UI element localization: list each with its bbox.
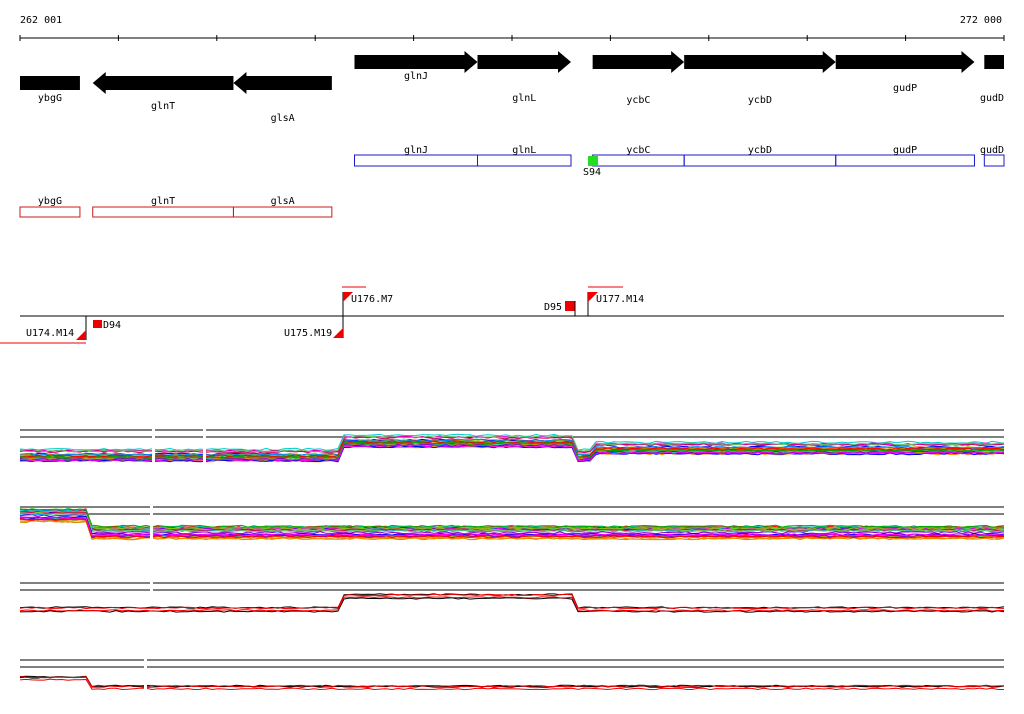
gene-arrow-ycbD[interactable] bbox=[684, 51, 836, 73]
gene-box-label-glnJ: glnJ bbox=[404, 145, 428, 156]
gene-arrow-ybgG[interactable] bbox=[20, 76, 80, 90]
annotation-u175[interactable]: U175.M19 bbox=[284, 316, 344, 339]
gene-box-label-ycbD: ycbD bbox=[748, 145, 772, 156]
gene-arrow-glnL[interactable] bbox=[477, 51, 571, 73]
reverse-gene-boxes: ybgG glnT glsA bbox=[19, 196, 333, 218]
annotation-u174[interactable]: U174.M14 bbox=[0, 316, 87, 344]
gene-box-ycbD[interactable] bbox=[683, 154, 837, 167]
signal-trace bbox=[19, 516, 1005, 537]
signal-trace bbox=[19, 518, 1005, 539]
gene-box-glnT[interactable] bbox=[92, 206, 234, 218]
annotation-u177-label: U177.M14 bbox=[596, 294, 644, 305]
track-gap bbox=[150, 578, 153, 598]
signal-trace bbox=[19, 678, 1004, 691]
gene-box-label-gudP: gudP bbox=[893, 145, 917, 156]
signal-trace bbox=[19, 675, 1005, 688]
annotation-u175-label: U175.M19 bbox=[284, 328, 332, 339]
annotation-track: U174.M14 D94 U175.M19 U176.M7 D95 bbox=[0, 286, 1004, 344]
ruler-start-label: 262 001 bbox=[20, 15, 62, 26]
gene-arrow-ycbC[interactable] bbox=[592, 51, 685, 73]
green-marker[interactable]: S94 bbox=[583, 156, 601, 178]
annotation-d95[interactable]: D95 bbox=[544, 301, 576, 316]
signal-track-2 bbox=[19, 500, 1005, 545]
signal-track-4 bbox=[19, 655, 1005, 695]
signal-trace bbox=[20, 444, 1005, 462]
signal-trace bbox=[19, 596, 1004, 612]
signal-trace bbox=[19, 441, 1005, 459]
signal-track-3 bbox=[19, 578, 1005, 613]
coordinate-ruler: 262 001 272 000 bbox=[19, 15, 1005, 41]
forward-gene-arrows: glnJ glnL ycbC ycbD gudP gudD bbox=[354, 51, 1004, 106]
signal-trace bbox=[19, 512, 1005, 533]
annotation-u177-flag bbox=[588, 292, 598, 302]
gene-label-glnJ: glnJ bbox=[404, 71, 428, 82]
green-marker-label: S94 bbox=[583, 167, 601, 178]
track-gap bbox=[150, 500, 153, 545]
gene-box-glnL[interactable] bbox=[477, 154, 572, 167]
gene-box-label-gudD: gudD bbox=[980, 145, 1004, 156]
track-gap bbox=[144, 655, 147, 695]
gene-box-label-glsA: glsA bbox=[271, 196, 295, 207]
gene-box-label-glnT: glnT bbox=[151, 196, 175, 207]
annotation-d94-box bbox=[93, 320, 102, 328]
gene-label-glnT: glnT bbox=[151, 101, 175, 112]
reverse-gene-arrows: ybgG glnT glsA bbox=[20, 72, 332, 124]
gene-arrow-gudP[interactable] bbox=[835, 51, 975, 73]
signal-trace bbox=[19, 508, 1005, 529]
gene-box-gudD[interactable] bbox=[983, 154, 1005, 167]
gene-label-ycbC: ycbC bbox=[626, 95, 650, 106]
gene-arrow-glnT[interactable] bbox=[92, 72, 234, 94]
signal-trace bbox=[19, 435, 1005, 453]
signal-track-1 bbox=[19, 425, 1005, 465]
signal-trace bbox=[19, 593, 1005, 610]
signal-trace bbox=[19, 597, 1005, 613]
gene-label-gudP: gudP bbox=[893, 83, 917, 94]
annotation-d94[interactable]: D94 bbox=[93, 320, 121, 331]
track-gap bbox=[152, 425, 155, 465]
ruler-end-label: 272 000 bbox=[960, 15, 1002, 26]
gene-label-glsA: glsA bbox=[271, 113, 295, 124]
signal-trace bbox=[19, 508, 1005, 528]
gene-box-glsA[interactable] bbox=[232, 206, 333, 218]
annotation-d94-label: D94 bbox=[103, 320, 121, 331]
gene-box-label-glnL: glnL bbox=[512, 145, 536, 156]
ruler-ticks bbox=[19, 35, 1005, 41]
signal-trace bbox=[19, 435, 1005, 454]
annotation-u175-flag bbox=[333, 328, 343, 338]
gene-box-ycbC[interactable] bbox=[592, 154, 685, 167]
gene-box-gudP[interactable] bbox=[835, 154, 975, 167]
gene-box-label-ycbC: ycbC bbox=[626, 145, 650, 156]
gene-label-glnL: glnL bbox=[512, 93, 536, 104]
annotation-u174-label: U174.M14 bbox=[26, 328, 74, 339]
track-gap bbox=[203, 425, 206, 465]
gene-label-ycbD: ycbD bbox=[748, 95, 772, 106]
gene-label-ybgG: ybgG bbox=[38, 93, 62, 104]
green-marker-box[interactable] bbox=[588, 156, 598, 166]
gene-arrow-gudD[interactable] bbox=[984, 55, 1004, 69]
gene-box-ybgG[interactable] bbox=[19, 206, 81, 218]
gene-box-glnJ[interactable] bbox=[353, 154, 479, 167]
gene-box-label-ybgG: ybgG bbox=[38, 196, 62, 207]
signal-trace bbox=[19, 593, 1005, 609]
annotation-d95-box bbox=[565, 301, 575, 311]
forward-gene-boxes: glnJ glnL ycbC ycbD gudP gudD bbox=[353, 145, 1005, 167]
gene-label-gudD: gudD bbox=[980, 93, 1004, 104]
annotation-d95-label: D95 bbox=[544, 302, 562, 313]
annotation-u177[interactable]: U177.M14 bbox=[587, 286, 644, 316]
annotation-u176[interactable]: U176.M7 bbox=[342, 286, 393, 316]
annotation-u176-label: U176.M7 bbox=[351, 294, 393, 305]
annotation-u174-flag bbox=[76, 330, 86, 340]
gene-arrow-glnJ[interactable] bbox=[354, 51, 478, 73]
gene-arrow-glsA[interactable] bbox=[233, 72, 332, 94]
annotation-u176-flag bbox=[343, 292, 353, 302]
signal-trace bbox=[19, 511, 1005, 532]
